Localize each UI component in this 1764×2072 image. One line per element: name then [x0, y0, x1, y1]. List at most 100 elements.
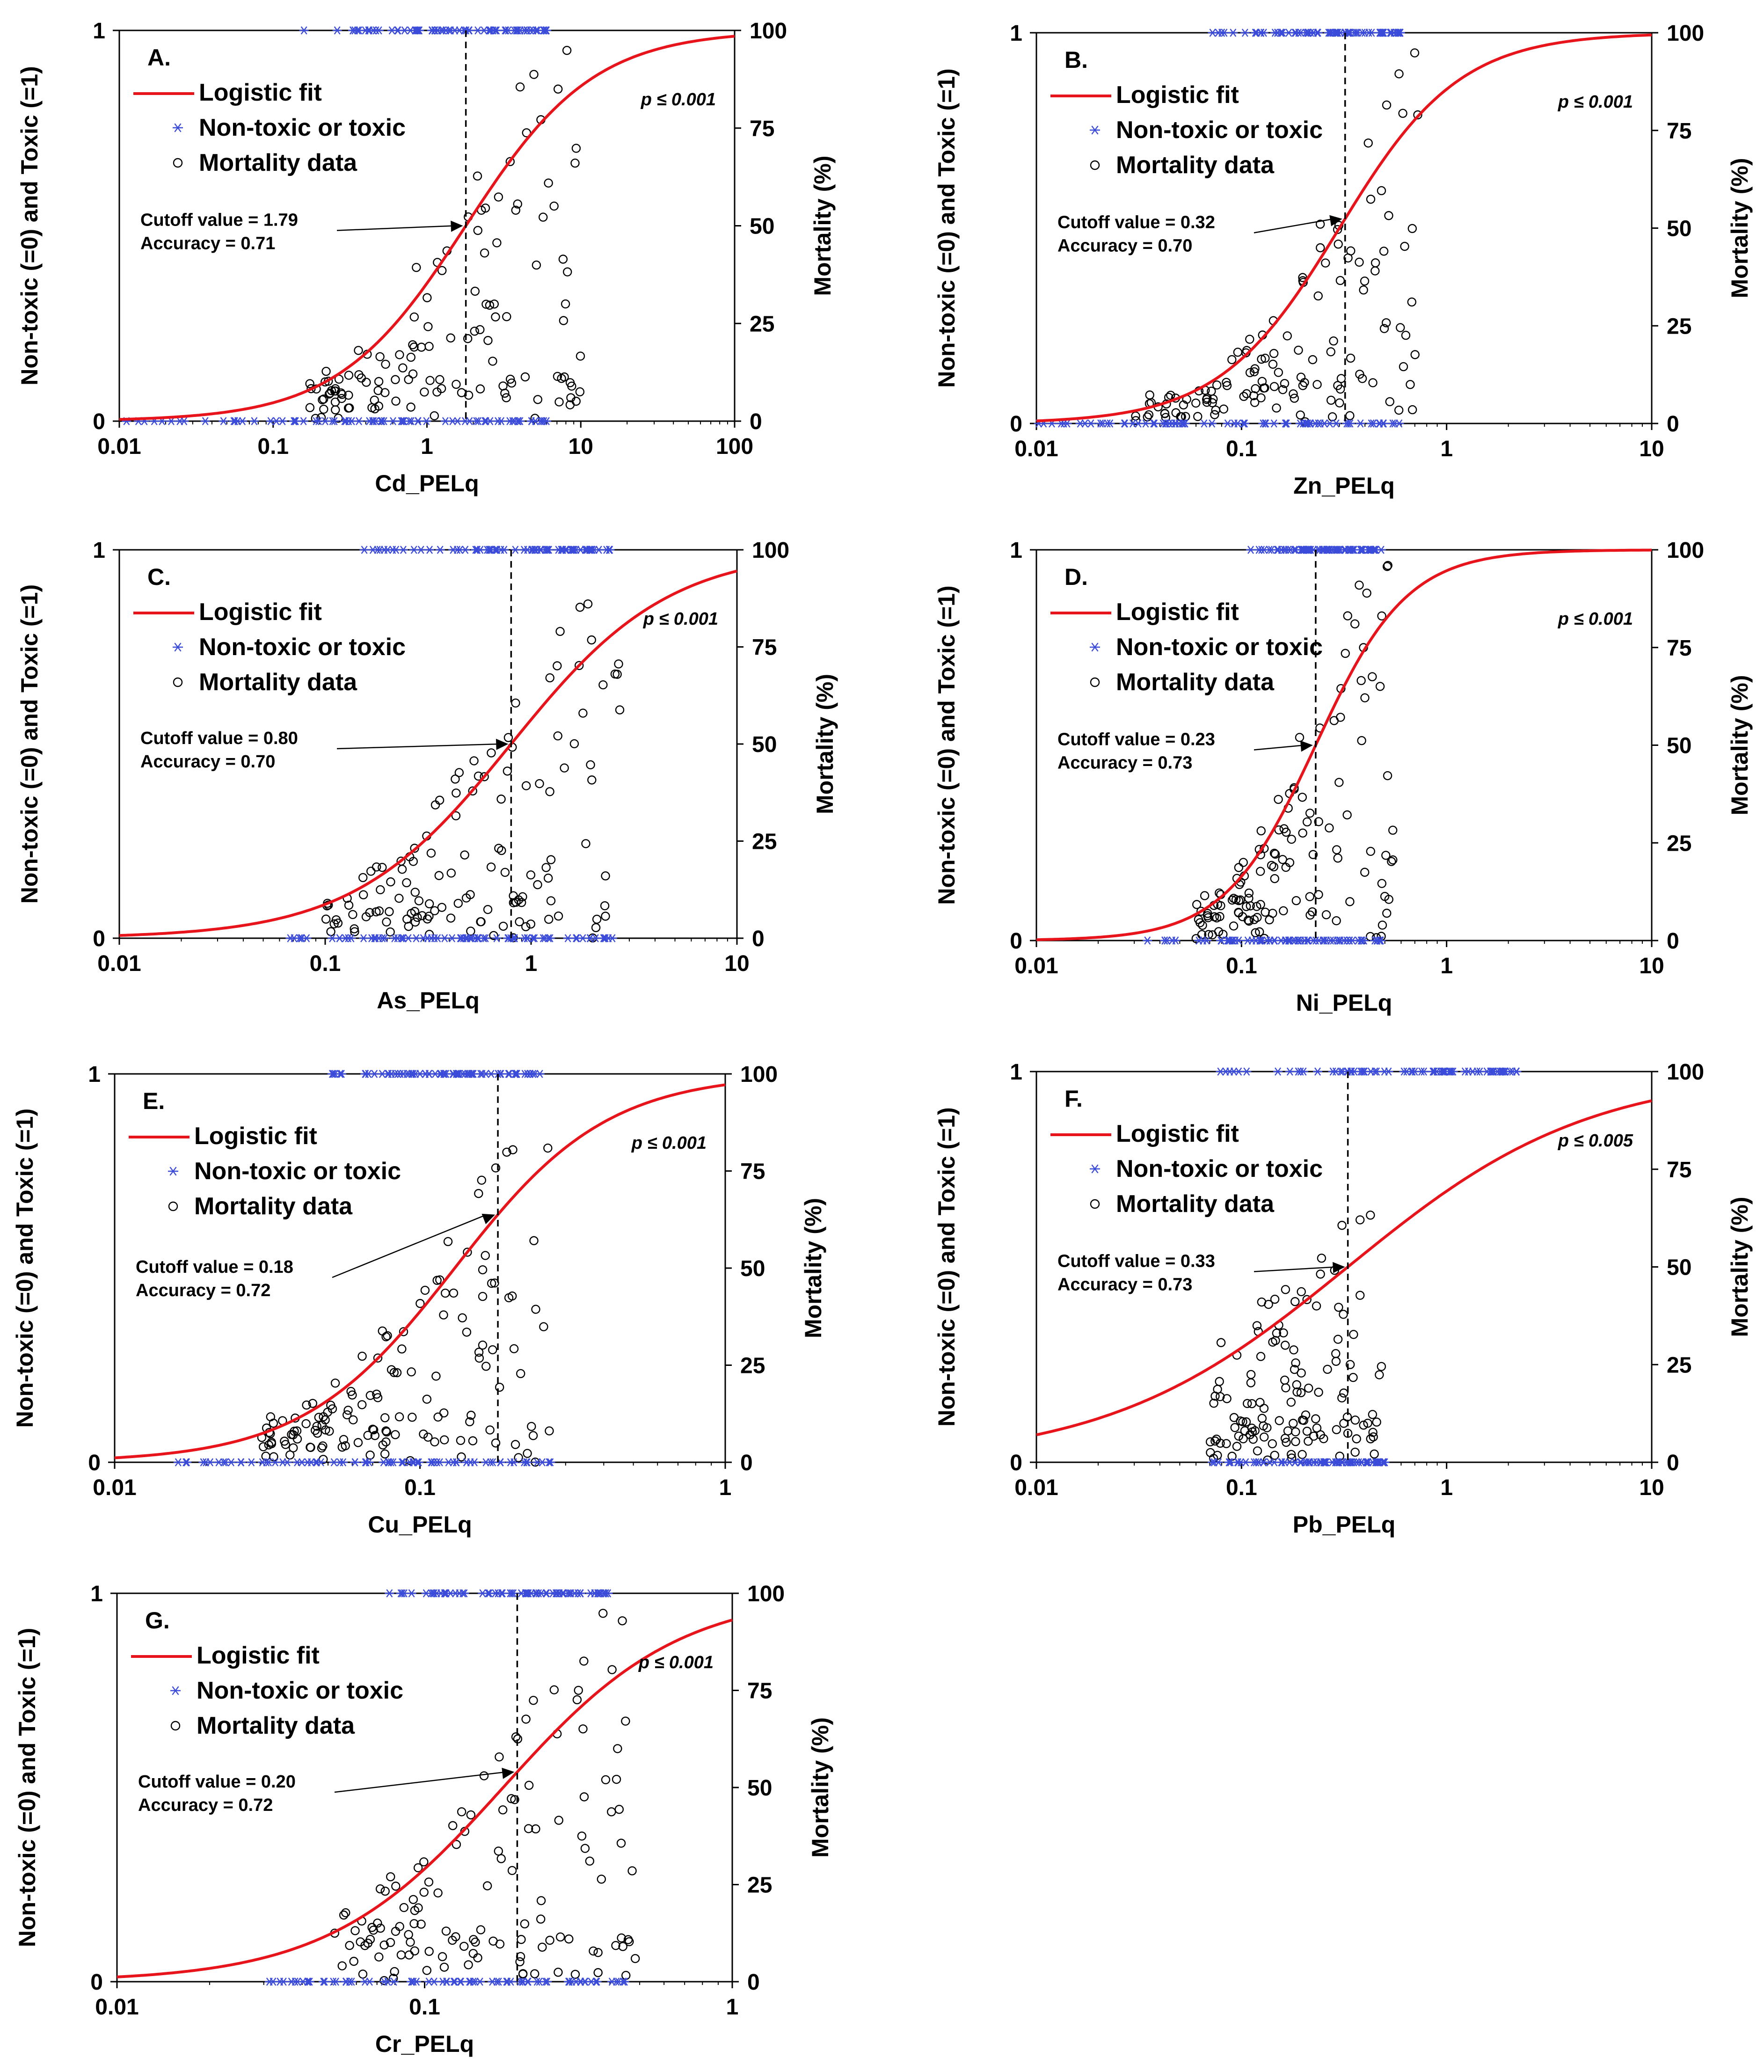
- mortality-point: [488, 1346, 496, 1354]
- mortality-point: [1287, 1398, 1295, 1406]
- mortality-point: [580, 1657, 588, 1665]
- mortality-point: [530, 71, 538, 79]
- mortality-point: [1145, 411, 1153, 419]
- cutoff-annotation: Cutoff value = 0.32: [1057, 213, 1215, 233]
- mortality-point: [546, 788, 554, 795]
- panel-label: C.: [147, 564, 171, 590]
- mortality-point: [399, 364, 407, 372]
- mortality-point: [1358, 737, 1366, 744]
- mortality-point: [495, 1753, 503, 1761]
- x-tick-label: 0.1: [1226, 437, 1257, 461]
- mortality-point: [381, 1414, 389, 1422]
- mortality-point: [427, 849, 435, 857]
- mortality-point: [475, 1348, 483, 1356]
- toxicity-point: [179, 417, 189, 425]
- mortality-point: [306, 379, 314, 387]
- cutoff-annotation: Cutoff value = 0.33: [1057, 1252, 1215, 1271]
- legend-mortality-swatch: [1091, 161, 1099, 169]
- mortality-point: [1260, 1433, 1268, 1441]
- mortality-point: [546, 674, 554, 682]
- mortality-point: [397, 1951, 405, 1959]
- cutoff-arrow-head: [451, 221, 463, 232]
- mortality-point: [1355, 258, 1363, 266]
- mortality-point: [1383, 909, 1391, 917]
- mortality-point: [580, 1793, 588, 1801]
- mortality-point: [1339, 1310, 1347, 1318]
- y2-tick-label: 50: [747, 1776, 772, 1801]
- mortality-point: [484, 905, 492, 913]
- panel-label: B.: [1064, 47, 1088, 73]
- mortality-point: [438, 904, 446, 912]
- right-axis-title: Mortality (%): [1727, 1197, 1753, 1337]
- y2-tick-label: 75: [1667, 636, 1691, 661]
- mortality-point: [631, 1955, 639, 1963]
- toxicity-point: [493, 1590, 503, 1597]
- toxicity-point: [247, 1459, 256, 1466]
- toxicity-point: [1247, 937, 1257, 944]
- mortality-point: [1306, 893, 1314, 901]
- mortality-point: [351, 1926, 359, 1934]
- x-axis-title: Cr_PELq: [375, 2031, 474, 2057]
- toxicity-point: [506, 1459, 515, 1466]
- y2-tick-label: 0: [747, 1970, 760, 1995]
- mortality-point: [1369, 1410, 1377, 1418]
- mortality-point: [1378, 880, 1386, 888]
- y2-tick-label: 50: [1667, 734, 1691, 759]
- toxicity-point: [496, 417, 506, 425]
- legend-mortality-label: Mortality data: [1116, 1190, 1275, 1218]
- mortality-point: [1341, 649, 1349, 657]
- mortality-point: [469, 1949, 477, 1957]
- toxicity-point: [1199, 420, 1209, 427]
- mortality-point: [1395, 70, 1403, 78]
- mortality-point: [594, 1948, 602, 1956]
- mortality-point: [461, 851, 469, 859]
- y2-tick-label: 100: [1667, 21, 1704, 46]
- mortality-point: [1283, 332, 1291, 340]
- cutoff-arrow-line: [1254, 219, 1334, 233]
- mortality-point: [411, 888, 419, 896]
- mortality-point: [1368, 673, 1376, 681]
- mortality-point: [1408, 406, 1416, 414]
- panel-label: E.: [143, 1088, 165, 1114]
- mortality-point: [471, 327, 479, 335]
- mortality-point: [1361, 277, 1369, 285]
- mortality-point: [578, 1832, 586, 1840]
- toxicity-point: [433, 934, 442, 942]
- mortality-point: [495, 1847, 503, 1855]
- mortality-point: [306, 404, 314, 412]
- mortality-point: [501, 868, 509, 876]
- y2-tick-label: 0: [1667, 1451, 1679, 1475]
- legend-fit-label: Logistic fit: [199, 598, 322, 626]
- mortality-point: [522, 782, 530, 790]
- mortality-point: [434, 1889, 442, 1897]
- mortality-point: [1378, 921, 1386, 929]
- mortality-point: [1268, 1440, 1276, 1448]
- mortality-series: [306, 46, 584, 422]
- toxicity-point: [510, 546, 520, 554]
- mortality-point: [487, 863, 495, 871]
- toxicity-point: [328, 1978, 338, 1985]
- mortality-point: [431, 801, 439, 809]
- legend-mortality-label: Mortality data: [197, 1712, 355, 1739]
- mortality-point: [587, 761, 595, 769]
- left-axis-title: Non-toxic (=0) and Toxic (=1): [12, 1109, 38, 1428]
- x-tick-label: 10: [569, 434, 593, 459]
- left-axis-title: Non-toxic (=0) and Toxic (=1): [933, 585, 960, 905]
- y-tick-label: 1: [88, 1062, 101, 1087]
- mortality-point: [469, 1437, 477, 1445]
- mortality-point: [1261, 908, 1269, 916]
- x-tick-label: 0.01: [1014, 437, 1058, 461]
- x-tick-label: 0.1: [409, 1995, 440, 2020]
- legend-mortality-label: Mortality data: [199, 149, 357, 176]
- mortality-point: [1338, 1221, 1346, 1229]
- mortality-point: [342, 1909, 350, 1917]
- mortality-point: [511, 1440, 519, 1448]
- mortality-point: [1411, 350, 1419, 358]
- mortality-point: [362, 378, 370, 386]
- mortality-point: [1334, 240, 1342, 248]
- toxicity-point: [1143, 937, 1152, 944]
- mortality-point: [1271, 875, 1279, 883]
- mortality-point: [1370, 1450, 1378, 1458]
